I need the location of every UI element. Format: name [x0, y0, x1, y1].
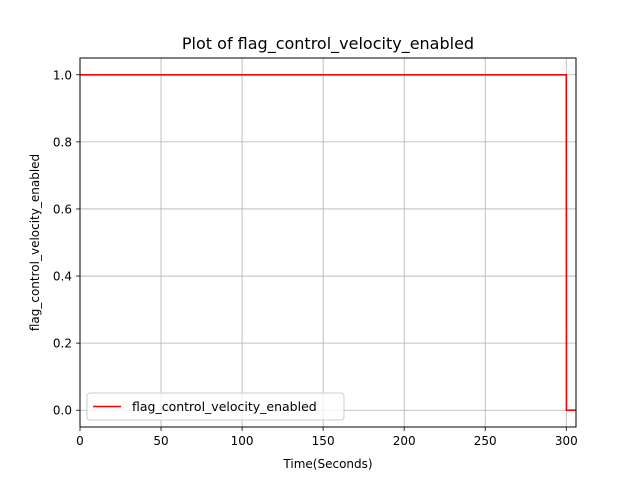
- x-tick-label: 300: [555, 434, 578, 448]
- y-tick-label: 0.0: [53, 404, 72, 418]
- legend-entry: flag_control_velocity_enabled: [132, 399, 317, 414]
- x-tick-label: 150: [312, 434, 335, 448]
- series-line: [80, 73, 576, 412]
- chart-title: Plot of flag_control_velocity_enabled: [182, 34, 474, 54]
- x-axis-label: Time(Seconds): [282, 457, 372, 471]
- y-tick-label: 1.0: [53, 68, 72, 82]
- series-layer: [80, 73, 576, 412]
- y-tick-label: 0.8: [53, 135, 72, 149]
- y-axis-label: flag_control_velocity_enabled: [28, 154, 42, 331]
- plot-frame: [79, 57, 577, 428]
- x-axis: 0 50 100 150 200 250 300: [76, 427, 578, 448]
- x-tick-label: 100: [231, 434, 254, 448]
- legend-box: [86, 392, 345, 421]
- y-tick-label: 0.2: [53, 337, 72, 351]
- x-tick-label: 250: [474, 434, 497, 448]
- y-tick-label: 0.6: [53, 202, 72, 216]
- y-axis: 0.0 0.2 0.4 0.6 0.8 1.0: [53, 68, 80, 418]
- x-tick-label: 0: [76, 434, 84, 448]
- y-tick-label: 0.4: [53, 270, 72, 284]
- x-tick-label: 50: [153, 434, 168, 448]
- legend: flag_control_velocity_enabled: [86, 392, 345, 421]
- x-tick-label: 200: [393, 434, 416, 448]
